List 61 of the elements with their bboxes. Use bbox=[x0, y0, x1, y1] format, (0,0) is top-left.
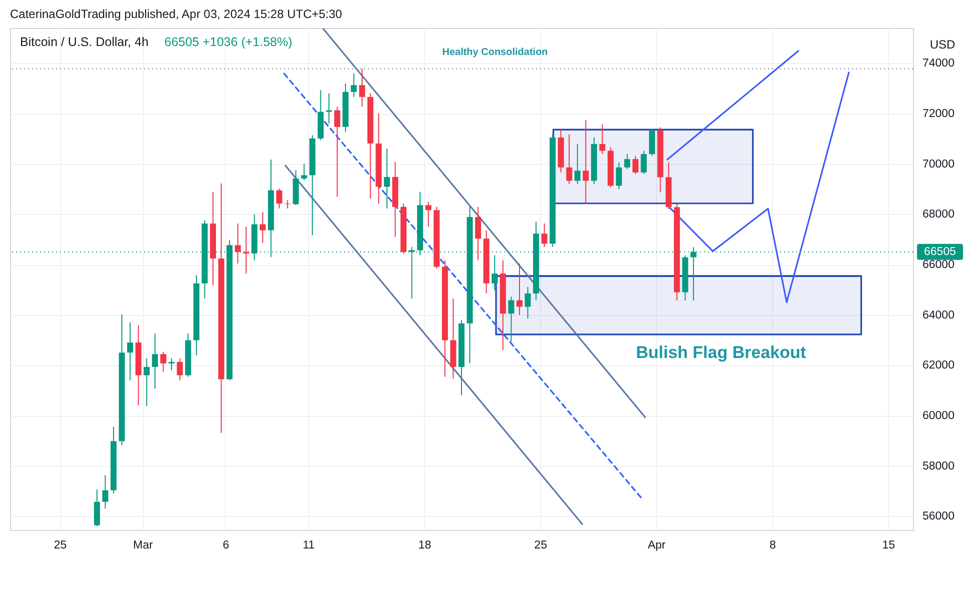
candlestick bbox=[359, 68, 366, 108]
text: 66505 +1036 (+1.58%) bbox=[164, 35, 292, 49]
candlestick bbox=[582, 120, 589, 204]
text: CaterinaGoldTrading published, Apr 03, 2024 15:28 UTC+5:30 bbox=[10, 7, 342, 21]
candlestick bbox=[260, 211, 266, 244]
candlestick bbox=[624, 154, 630, 170]
candlestick bbox=[508, 296, 514, 342]
x-tick-label: 25 bbox=[534, 540, 548, 552]
candlestick bbox=[176, 358, 183, 381]
x-tick-label: 6 bbox=[222, 540, 230, 552]
candlestick bbox=[425, 201, 432, 228]
candlestick bbox=[234, 223, 241, 264]
y-axis-title: USD bbox=[930, 38, 956, 52]
y-tick-label: 64000 bbox=[922, 309, 954, 322]
ref-line-label: 66505 bbox=[924, 246, 956, 258]
candlestick bbox=[94, 488, 100, 527]
candlestick bbox=[516, 263, 522, 316]
candlestick bbox=[127, 322, 134, 381]
candlestick bbox=[632, 155, 638, 174]
candlestick bbox=[102, 474, 108, 510]
candlestick bbox=[144, 358, 150, 406]
candlestick bbox=[168, 358, 175, 371]
candlestick bbox=[599, 124, 606, 155]
candlestick bbox=[384, 148, 390, 209]
x-tick-label: 18 bbox=[418, 540, 432, 552]
candlestick bbox=[640, 150, 647, 174]
candlestick bbox=[160, 351, 166, 372]
y-tick-label: 56000 bbox=[922, 510, 954, 523]
candlestick bbox=[574, 144, 580, 185]
x-tick-label: 11 bbox=[302, 540, 315, 552]
candlestick bbox=[524, 286, 531, 320]
x-tick-label: 8 bbox=[769, 540, 776, 552]
candlestick bbox=[541, 223, 548, 248]
candlestick bbox=[243, 226, 250, 274]
y-tick-label: 70000 bbox=[922, 158, 954, 170]
candlestick bbox=[649, 128, 656, 156]
candlestick bbox=[616, 162, 622, 190]
y-tick-label: 74000 bbox=[922, 58, 954, 70]
y-tick-label: 68000 bbox=[922, 208, 954, 221]
candlestick bbox=[284, 200, 291, 209]
text: Bitcoin / U.S. Dollar, 4h bbox=[20, 35, 149, 49]
x-tick-label: 25 bbox=[54, 540, 67, 552]
candlestick bbox=[492, 254, 498, 291]
candlestick bbox=[276, 188, 282, 209]
x-tick-label: Mar bbox=[133, 540, 154, 552]
x-tick-label: Apr bbox=[648, 540, 666, 552]
x-tick-label: 15 bbox=[882, 540, 896, 552]
y-tick-label: 60000 bbox=[922, 410, 954, 422]
candlestick bbox=[152, 332, 158, 390]
candlestick bbox=[301, 163, 308, 181]
annotation: Healthy Consolidation bbox=[442, 47, 548, 58]
candlestick bbox=[326, 92, 332, 124]
y-tick-label: 66000 bbox=[922, 259, 954, 272]
candlestick bbox=[566, 134, 572, 185]
candlestick bbox=[334, 106, 340, 198]
candlestick bbox=[475, 206, 482, 261]
y-tick-label: 58000 bbox=[922, 460, 954, 472]
y-tick-label: 62000 bbox=[922, 360, 954, 372]
y-tick-label: 72000 bbox=[922, 108, 954, 120]
candlestick bbox=[350, 73, 357, 98]
annotation: Bulish Flag Breakout bbox=[636, 343, 806, 362]
